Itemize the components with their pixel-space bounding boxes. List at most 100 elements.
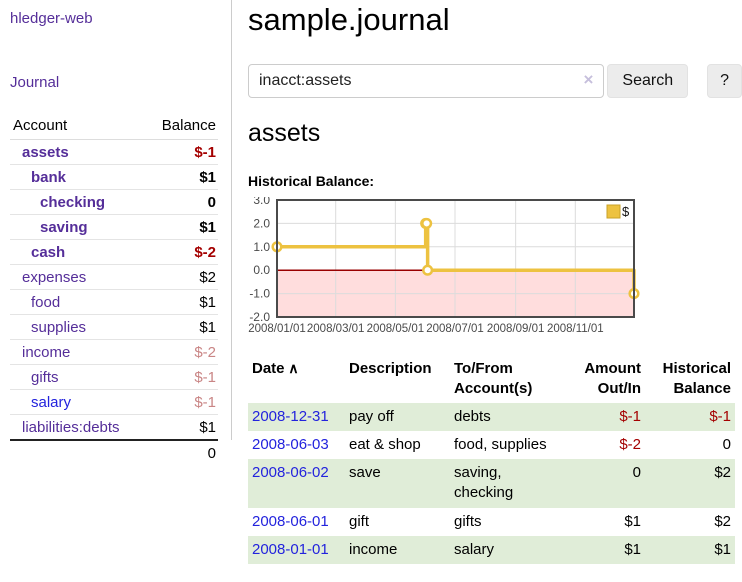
transaction-amount: $1	[624, 512, 641, 530]
account-row: checking 0	[10, 189, 218, 215]
transaction-date-link[interactable]: 2008-12-31	[252, 407, 329, 425]
transaction-date-link[interactable]: 2008-06-03	[252, 435, 329, 453]
register-header-row: Date ∧ Description To/From Account(s) Amount…	[248, 356, 735, 403]
transaction-description: income	[349, 540, 398, 558]
transaction-accounts: saving, checking	[454, 464, 514, 502]
svg-text:2008/09/01: 2008/09/01	[487, 323, 545, 335]
account-balance: 0	[147, 189, 218, 215]
account-link[interactable]: bank	[31, 169, 67, 186]
help-button[interactable]: ?	[707, 64, 742, 98]
register-column-header[interactable]: Date ∧	[252, 360, 299, 377]
account-row: assets $-1	[10, 139, 218, 165]
register-column-header: Historical Balance	[662, 360, 731, 398]
app-title-link[interactable]: hledger-web	[10, 10, 93, 27]
transaction-description: pay off	[349, 407, 394, 425]
svg-text:2008/01/01: 2008/01/01	[248, 323, 306, 335]
account-balance: $-1	[147, 389, 218, 415]
transaction-accounts: salary	[454, 540, 495, 558]
clear-search-icon[interactable]: ×	[583, 70, 594, 89]
account-link[interactable]: assets	[22, 144, 69, 161]
account-balance: $-2	[147, 239, 218, 265]
account-link[interactable]: supplies	[31, 319, 87, 336]
register-row: 2008-12-31 pay off debts $-1 $-1	[248, 402, 735, 431]
register-body: 2008-12-31 pay off debts $-1 $-1 2008-06-03 ea…	[248, 402, 735, 564]
transaction-amount: $1	[624, 540, 641, 558]
account-link[interactable]: salary	[31, 394, 72, 411]
account-balance: $1	[147, 289, 218, 315]
account-row: expenses $2	[10, 264, 218, 290]
transaction-amount: $-2	[619, 435, 641, 453]
transaction-accounts: food, supplies	[454, 435, 547, 453]
transaction-date-link[interactable]: 2008-06-01	[252, 512, 329, 530]
account-balance: $2	[147, 264, 218, 290]
accounts-table: Account Balance assets $-1 bank $1 checking 0…	[10, 113, 218, 465]
account-row: income $-2	[10, 339, 218, 365]
register-column-header: Description	[349, 360, 432, 377]
account-link[interactable]: checking	[40, 194, 106, 211]
account-link[interactable]: food	[31, 294, 61, 311]
main-content: sample.journal × Search ? assets Histori…	[232, 0, 742, 564]
transaction-balance: 0	[722, 435, 731, 453]
transaction-balance: $2	[714, 512, 731, 530]
account-link[interactable]: income	[22, 344, 71, 361]
search-input[interactable]	[248, 64, 605, 98]
search-button[interactable]: Search	[607, 64, 689, 98]
account-column-header: Account	[10, 113, 148, 140]
account-row: gifts $-1	[10, 364, 218, 390]
accounts-table-header: Account Balance	[10, 113, 218, 140]
svg-text:2.0: 2.0	[253, 216, 270, 230]
svg-text:2008/07/01: 2008/07/01	[426, 323, 484, 335]
balance-column-header: Balance	[147, 113, 218, 140]
search-box: ×	[248, 64, 605, 98]
account-link[interactable]: liabilities:debts	[22, 419, 120, 436]
svg-text:0.0: 0.0	[253, 263, 270, 277]
register-table: Date ∧ Description To/From Account(s) Amount…	[248, 356, 735, 564]
sidebar: hledger-web Journal Account Balance asse…	[0, 0, 232, 465]
legend-label: $	[622, 204, 630, 219]
account-row: salary $-1	[10, 389, 218, 415]
accounts-total-row: 0	[10, 439, 218, 465]
transaction-description: eat & shop	[349, 435, 421, 453]
transaction-date-link[interactable]: 2008-06-02	[252, 464, 329, 481]
account-row: cash $-2	[10, 239, 218, 265]
register-row: 2008-06-03 eat & shop food, supplies $-2 0	[248, 431, 735, 459]
account-balance: $-1	[147, 139, 218, 165]
sort-ascending-icon: ∧	[284, 360, 299, 376]
account-link[interactable]: gifts	[31, 369, 59, 386]
account-balance: $1	[147, 214, 218, 240]
register-column-header: To/From Account(s)	[454, 360, 533, 398]
account-balance: $-1	[147, 364, 218, 390]
sidebar-item-journal[interactable]: Journal	[10, 74, 60, 91]
transaction-balance: $2	[714, 464, 731, 481]
svg-text:-1.0: -1.0	[249, 287, 270, 301]
transaction-description: gift	[349, 512, 370, 530]
transaction-accounts: gifts	[454, 512, 482, 530]
account-balance: $-2	[147, 339, 218, 365]
account-link[interactable]: expenses	[22, 269, 87, 286]
account-balance: $1	[147, 314, 218, 340]
register-row: 2008-01-01 income salary $1 $1	[248, 535, 735, 564]
svg-text:-2.0: -2.0	[249, 310, 270, 324]
account-link[interactable]: cash	[31, 244, 66, 261]
svg-text:2008/03/01: 2008/03/01	[307, 323, 365, 335]
account-row: food $1	[10, 289, 218, 315]
accounts-total-value: 0	[147, 439, 218, 465]
transaction-date-link[interactable]: 2008-01-01	[252, 540, 329, 558]
account-row: liabilities:debts $1	[10, 414, 218, 441]
svg-text:2008/11/01: 2008/11/01	[547, 323, 604, 335]
app-root: hledger-web Journal Account Balance asse…	[0, 0, 742, 564]
transaction-description: save	[349, 464, 381, 481]
historical-balance-chart: 3.0 2.0 1.0 0.0 -1.0 -2.0 2008/01/01 2008/03/01…	[248, 197, 742, 339]
account-heading: assets	[248, 119, 321, 147]
svg-text:1.0: 1.0	[253, 240, 270, 254]
account-row: bank $1	[10, 164, 218, 190]
account-link[interactable]: saving	[40, 219, 88, 236]
chart-title: Historical Balance:	[248, 173, 375, 189]
account-row: saving $1	[10, 214, 218, 240]
svg-text:3.0: 3.0	[253, 197, 270, 207]
register-row: 2008-06-02 save saving, checking 0 $2	[248, 459, 735, 508]
account-balance: $1	[147, 164, 218, 190]
accounts-table-body: assets $-1 bank $1 checking 0 saving $1 cash $-2 e…	[10, 139, 218, 441]
transaction-accounts: debts	[454, 407, 491, 425]
